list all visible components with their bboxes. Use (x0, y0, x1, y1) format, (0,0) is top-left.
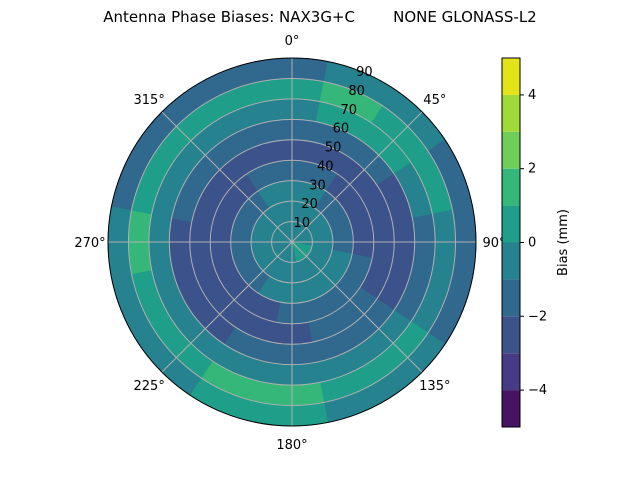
colorbar-segment (502, 279, 520, 317)
colorbar-tick-label: −2 (528, 309, 547, 324)
r-tick-label: 60 (333, 122, 350, 137)
colorbar-tick-label: −4 (528, 383, 547, 398)
r-tick-label: 30 (309, 178, 326, 193)
chart-title: Antenna Phase Biases: NAX3G+C NONE GLONA… (103, 8, 537, 26)
colorbar-segment (502, 94, 520, 132)
colorbar-segment (502, 390, 520, 427)
theta-tick-label: 180° (276, 438, 307, 453)
theta-tick-label: 270° (74, 236, 105, 251)
angular-gridline (291, 111, 423, 243)
r-tick-label: 50 (325, 141, 342, 156)
colorbar-segment (502, 58, 520, 95)
colorbar-label: Bias (mm) (556, 209, 571, 276)
theta-tick-label: 45° (423, 93, 446, 108)
polar-frame (107, 57, 477, 427)
colorbar-tick-label: 0 (528, 236, 536, 251)
theta-tick-label: 90° (482, 236, 505, 251)
angular-gridline (291, 241, 423, 373)
colorbar-segment (502, 131, 520, 169)
theta-tick-label: 0° (285, 34, 300, 49)
colorbar-segment (502, 168, 520, 206)
r-tick-label: 10 (294, 216, 311, 231)
colorbar-segment (502, 316, 520, 354)
theta-tick-label: 135° (419, 379, 450, 394)
colorbar-segment (502, 205, 520, 243)
r-tick-label: 90 (356, 65, 373, 80)
angular-gridline (161, 241, 293, 373)
colorbar-tick-label: 4 (528, 88, 536, 103)
r-tick-label: 80 (348, 84, 365, 99)
colorbar-tick-label: 2 (528, 162, 536, 177)
r-tick-label: 20 (301, 197, 318, 212)
angular-gridline (161, 111, 293, 243)
r-tick-label: 70 (340, 103, 357, 118)
colorbar-segment (502, 242, 520, 280)
r-tick-label: 40 (317, 159, 334, 174)
theta-tick-label: 225° (134, 379, 165, 394)
theta-tick-label: 315° (134, 93, 165, 108)
colorbar-segment (502, 353, 520, 391)
